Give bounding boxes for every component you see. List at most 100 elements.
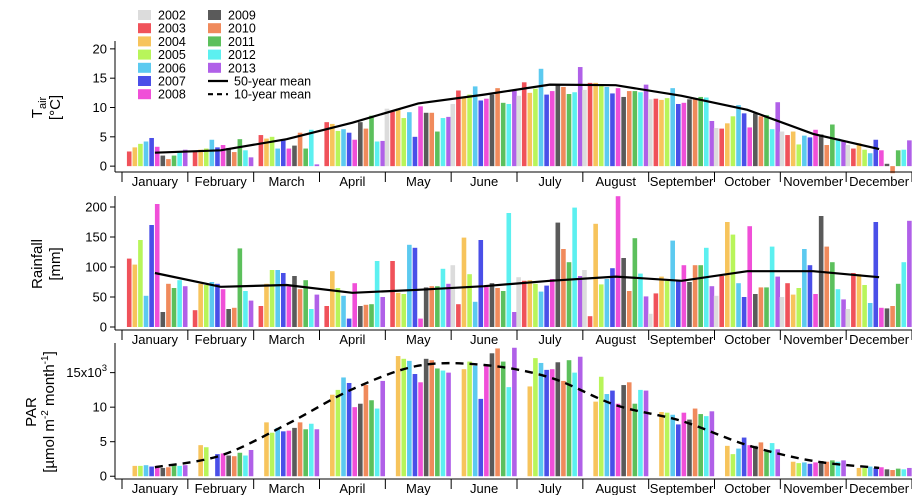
bar-par-february-2012: [243, 455, 248, 477]
x-tick-label-rain-november: November: [783, 332, 844, 347]
bar-tair-january-2011: [171, 155, 177, 167]
bar-par-december-2011: [895, 468, 901, 477]
legend-label-2008: 2008: [158, 88, 186, 102]
bar-rain-october-2012: [769, 246, 775, 327]
bar-par-july-2004: [527, 386, 533, 477]
bar-tair-june-2010: [495, 88, 500, 167]
bar-rain-may-2003: [390, 261, 395, 327]
x-tick-label-par-may: May: [406, 481, 431, 495]
bar-rain-july-2004: [527, 280, 533, 327]
bar-par-may-2008: [418, 382, 423, 477]
bar-par-january-2013: [182, 465, 188, 477]
bar-rain-september-2005: [664, 280, 670, 327]
bar-par-march-2008: [286, 430, 292, 477]
bar-rain-february-2012: [243, 291, 248, 327]
bar-par-september-2006: [670, 414, 675, 477]
bar-tair-february-2007: [215, 147, 220, 167]
panel-rain: 0 50 100 150 200 January February March April May…: [29, 196, 912, 347]
bar-tair-august-2003: [587, 82, 593, 167]
bar-rain-august-2007: [610, 268, 615, 327]
x-tick-label-tair-november: November: [783, 174, 844, 189]
legend-label-2003: 2003: [158, 22, 186, 36]
bar-tair-august-2009: [621, 96, 626, 167]
bar-rain-november-2010: [824, 246, 830, 327]
bar-tair-december-2008: [879, 150, 884, 167]
bar-tair-july-2009: [555, 84, 561, 167]
bar-tair-april-2007: [346, 132, 352, 167]
x-tick-label-par-february: February: [195, 481, 248, 495]
bar-tair-september-2004: [659, 99, 664, 167]
legend-swatch-2009: [208, 10, 221, 20]
bar-par-february-2007: [215, 454, 220, 477]
mean50-line-rain: [154, 270, 880, 294]
x-tick-label-par-october: October: [724, 481, 771, 495]
bar-par-march-2006: [275, 427, 280, 477]
bar-rain-september-2010: [692, 265, 698, 327]
bar-tair-december-2003: [851, 148, 856, 167]
bar-rain-october-2009: [753, 294, 758, 327]
bar-tair-july-2007: [544, 94, 549, 167]
bar-tair-december-2013: [907, 140, 912, 167]
bar-rain-march-2013: [314, 294, 320, 327]
bar-tair-february-2011: [237, 139, 243, 167]
bar-rain-october-2005: [730, 234, 736, 327]
bar-rain-october-2013: [775, 276, 781, 327]
bar-par-march-2009: [292, 427, 297, 477]
bar-rain-may-2006: [407, 244, 412, 327]
bar-tair-april-2012: [374, 141, 380, 167]
bar-tair-january-2004: [132, 147, 138, 167]
x-tick-label-rain-july: July: [538, 332, 562, 347]
bar-tair-april-2004: [330, 123, 335, 167]
bar-tair-december-2006: [867, 153, 873, 167]
bar-rain-october-2003: [719, 276, 725, 327]
bar-par-december-2013: [907, 467, 912, 477]
bar-tair-november-2006: [802, 135, 807, 167]
bar-rain-february-2009: [226, 309, 231, 327]
bar-tair-december-2010: [890, 166, 895, 174]
bar-par-july-2007: [544, 369, 549, 477]
bar-rain-july-2003: [521, 280, 527, 327]
bar-tair-december-2002: [845, 145, 851, 167]
legend-swatch-2005: [138, 49, 151, 60]
bar-par-january-2005: [138, 465, 143, 477]
bar-par-may-2006: [407, 360, 412, 477]
x-tick-label-tair-september: September: [650, 174, 714, 189]
bar-rain-may-2011: [435, 286, 440, 327]
bar-rain-june-2003: [456, 304, 461, 327]
bar-rain-july-2006: [538, 291, 544, 327]
bar-rain-june-2013: [512, 312, 517, 327]
bar-tair-february-2013: [248, 157, 254, 167]
svg-text:[µmol m-2 month-1]: [µmol m-2 month-1]: [40, 351, 58, 473]
bar-tair-november-2010: [824, 145, 830, 167]
bar-rain-december-2003: [851, 273, 856, 327]
bar-par-january-2009: [160, 467, 166, 477]
bar-rain-february-2004: [198, 283, 203, 327]
bar-tair-may-2007: [412, 136, 418, 167]
bar-tair-march-2010: [297, 132, 303, 167]
bar-par-december-2004: [856, 467, 862, 477]
bar-par-november-2009: [818, 461, 824, 477]
bar-rain-november-2002: [779, 297, 785, 327]
bar-par-may-2009: [423, 358, 429, 477]
x-tick-label-tair-january: January: [132, 174, 179, 189]
legend-label-2011: 2011: [228, 35, 255, 49]
bar-tair-april-2008: [352, 139, 358, 167]
bar-tair-june-2008: [484, 98, 489, 167]
bar-par-october-2005: [730, 454, 736, 477]
bar-par-april-2011: [369, 400, 374, 477]
bar-rain-april-2003: [324, 306, 330, 327]
bar-par-august-2005: [598, 376, 604, 477]
bar-par-july-2013: [577, 356, 583, 477]
bar-tair-august-2011: [632, 91, 638, 167]
legend-label-2005: 2005: [158, 48, 186, 62]
bar-rain-november-2005: [796, 288, 802, 327]
y-label-tair: Tair[°C]: [29, 95, 64, 120]
bar-par-april-2008: [352, 407, 358, 477]
svg-text:[mm]: [mm]: [47, 247, 64, 280]
bar-par-july-2005: [533, 358, 538, 477]
x-tick-label-par-june: June: [470, 481, 498, 495]
bar-par-april-2009: [358, 403, 363, 477]
bar-tair-january-2007: [149, 137, 154, 167]
bar-rain-august-2010: [626, 291, 632, 327]
bar-tair-february-2010: [231, 152, 237, 167]
